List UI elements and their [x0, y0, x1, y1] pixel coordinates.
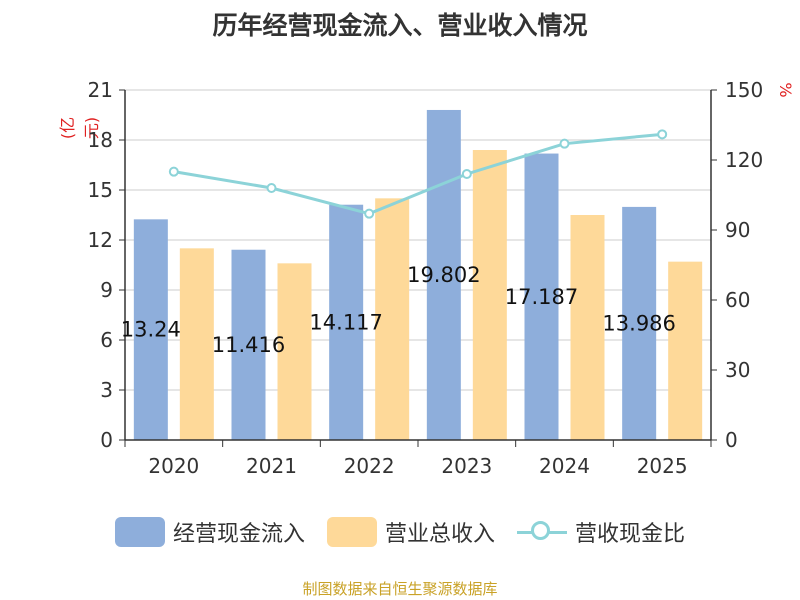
bar-cash — [133, 219, 168, 440]
bar-revenue — [375, 198, 410, 440]
bar-revenue — [277, 263, 312, 440]
ratio-point — [168, 166, 179, 177]
data-label-cash: 11.416 — [212, 333, 285, 357]
bar-cash — [231, 249, 266, 440]
x-tick-label: 2022 — [344, 454, 395, 478]
ratio-point — [657, 129, 668, 140]
right-tick-label: 150 — [725, 78, 763, 102]
legend-swatch-revenue — [326, 517, 377, 547]
data-label-cash: 13.986 — [602, 311, 675, 335]
right-tick-label: 0 — [725, 428, 738, 452]
legend-label-revenue: 营业总收入 — [384, 522, 495, 547]
left-tick-label: 21 — [88, 78, 113, 102]
ratio-point — [559, 138, 570, 149]
ratio-point — [266, 183, 277, 193]
legend-swatch-ratio — [517, 517, 567, 547]
legend-item-ratio[interactable]: 营收现金比 — [517, 516, 685, 548]
data-label-cash: 19.802 — [407, 263, 480, 287]
bar-cash — [524, 153, 559, 441]
bar-revenue — [668, 261, 703, 440]
legend-swatch-cash — [114, 517, 165, 547]
x-tick-label: 2024 — [539, 454, 590, 478]
left-tick-label: 6 — [100, 328, 113, 352]
ratio-point — [461, 169, 472, 179]
axes: 0 3 6 9 12 15 18 21 0 30 60 90 120 150 2020 2021 2022 202… — [88, 78, 764, 478]
bars — [133, 109, 703, 441]
x-tick-label: 2023 — [441, 454, 492, 478]
x-tick-label: 2021 — [246, 454, 297, 478]
data-labels: 13.24 11.416 14.117 19.802 17.187 13.986 — [121, 263, 676, 357]
left-tick-label: 9 — [100, 278, 113, 302]
data-label-cash: 13.24 — [121, 318, 181, 342]
right-tick-label: 120 — [725, 148, 763, 172]
bar-cash — [329, 204, 364, 440]
legend-item-revenue[interactable]: 营业总收入 — [326, 516, 495, 548]
legend-label-cash: 经营现金流入 — [172, 522, 305, 547]
bar-revenue — [570, 215, 605, 440]
legend-label-ratio: 营收现金比 — [575, 522, 686, 547]
left-tick-label: 12 — [88, 228, 113, 252]
ratio-line-layer — [168, 129, 668, 219]
chart-title: 历年经营现金流入、营业收入情况 — [212, 11, 588, 40]
legend-item-cash[interactable]: 经营现金流入 — [114, 516, 305, 548]
x-tick-label: 2025 — [637, 454, 688, 478]
bar-cash — [622, 206, 657, 440]
data-label-cash: 17.187 — [505, 285, 578, 309]
right-tick-label: 60 — [725, 288, 750, 312]
legend: 经营现金流入 营业总收入 营收现金比 — [0, 516, 800, 548]
bar-revenue — [179, 248, 214, 440]
x-tick-label: 2020 — [148, 454, 199, 478]
right-tick-label: 90 — [725, 218, 750, 242]
right-tick-label: 30 — [725, 358, 750, 382]
ratio-point — [364, 208, 375, 219]
source-note: 制图数据来自恒生聚源数据库 — [302, 580, 498, 598]
bar-revenue — [472, 150, 507, 440]
left-tick-label: 15 — [88, 178, 113, 202]
left-tick-label: 18 — [88, 128, 113, 152]
left-tick-label: 0 — [100, 428, 113, 452]
left-tick-label: 3 — [100, 378, 113, 402]
bar-cash — [426, 109, 461, 440]
data-label-cash: 14.117 — [309, 310, 382, 334]
ratio-line — [173, 132, 663, 216]
